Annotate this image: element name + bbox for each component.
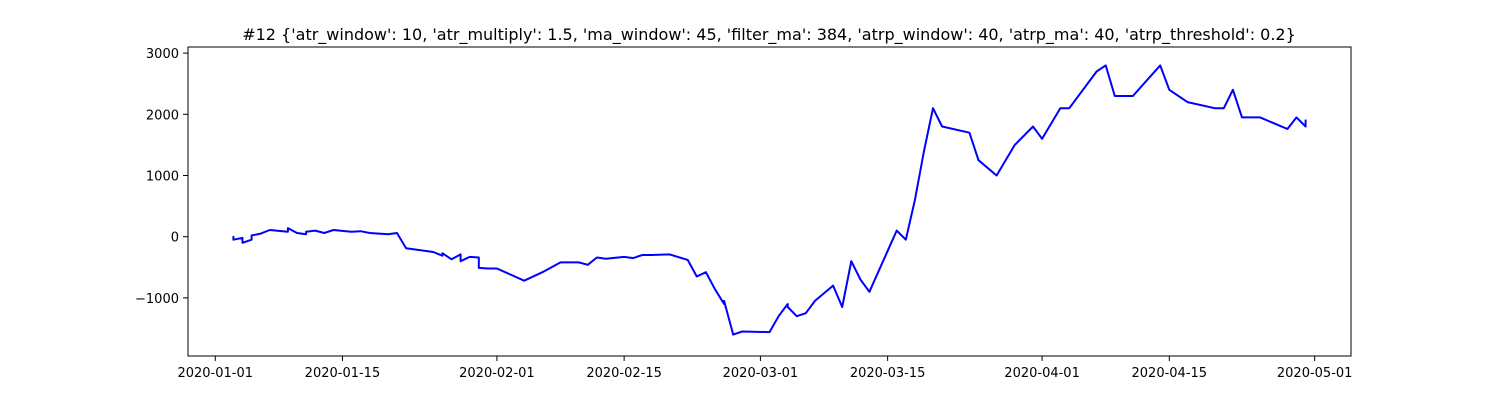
y-tick-label: −1000 — [135, 292, 179, 307]
y-tick-label: 3000 — [146, 47, 179, 62]
x-tick-label: 2020-01-01 — [177, 366, 253, 381]
y-axis: −1000 0 1000 2000 3000 — [135, 47, 188, 307]
x-axis: 2020-01-01 2020-01-15 2020-02-01 2020-02-15… — [177, 356, 1352, 381]
x-tick-label: 2020-03-15 — [850, 366, 926, 381]
y-tick-label: 2000 — [146, 108, 179, 123]
plot-area — [187, 46, 1352, 357]
x-tick-label: 2020-03-01 — [723, 366, 799, 381]
x-tick-label: 2020-01-15 — [305, 366, 381, 381]
plot-frame — [187, 46, 1352, 357]
x-tick-label: 2020-05-01 — [1277, 366, 1353, 381]
y-tick-label: 0 — [171, 231, 179, 246]
x-tick-label: 2020-04-15 — [1132, 366, 1208, 381]
chart-title: #12 {'atr_window': 10, 'atr_multiply': 1… — [242, 25, 1296, 45]
y-tick-label: 1000 — [146, 169, 179, 184]
x-tick-label: 2020-02-01 — [459, 366, 535, 381]
x-tick-label: 2020-04-01 — [1004, 366, 1080, 381]
x-tick-label: 2020-02-15 — [586, 366, 662, 381]
series-line-0 — [232, 64, 1307, 336]
series-layer — [232, 64, 1307, 336]
